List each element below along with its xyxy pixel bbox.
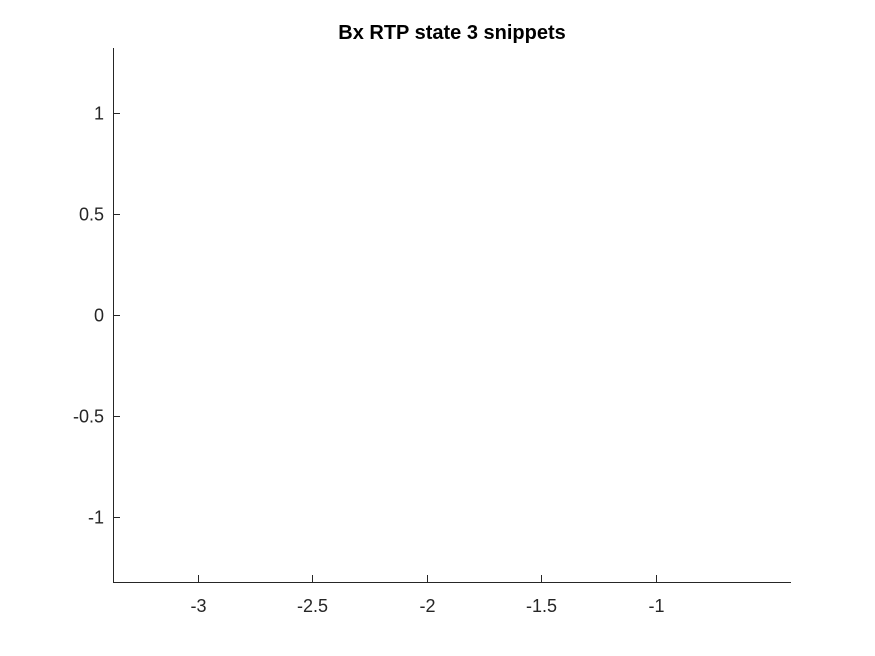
y-tick-label: -0.5 <box>73 407 104 427</box>
chart-title: Bx RTP state 3 snippets <box>338 22 565 44</box>
x-tick-label: -1.5 <box>526 596 557 616</box>
x-tick-label: -3 <box>190 596 206 616</box>
x-ticks: -3 -2.5 -2 -1.5 -1 <box>190 575 665 616</box>
x-tick-label: -1 <box>648 596 664 616</box>
y-tick-label: 0.5 <box>79 205 104 225</box>
x-tick-label: -2 <box>419 596 435 616</box>
y-tick-label: -1 <box>88 508 104 528</box>
y-tick-label: 0 <box>94 306 104 326</box>
y-ticks: 1 0.5 0 -0.5 -1 <box>73 104 120 528</box>
y-tick-label: 1 <box>94 104 104 124</box>
x-tick-label: -2.5 <box>297 596 328 616</box>
axes: -3 -2.5 -2 -1.5 -1 1 0.5 0 -0.5 -1 <box>73 48 791 616</box>
